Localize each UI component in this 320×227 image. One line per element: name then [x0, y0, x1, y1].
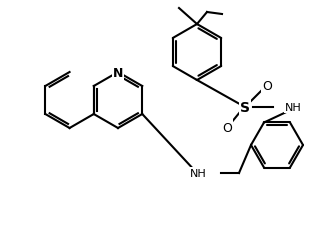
Text: N: N [113, 66, 123, 79]
Text: NH: NH [285, 103, 302, 113]
Text: O: O [262, 79, 272, 92]
Text: S: S [240, 101, 250, 114]
Text: NH: NH [190, 168, 207, 178]
Text: S: S [240, 101, 250, 114]
Text: O: O [222, 121, 232, 134]
